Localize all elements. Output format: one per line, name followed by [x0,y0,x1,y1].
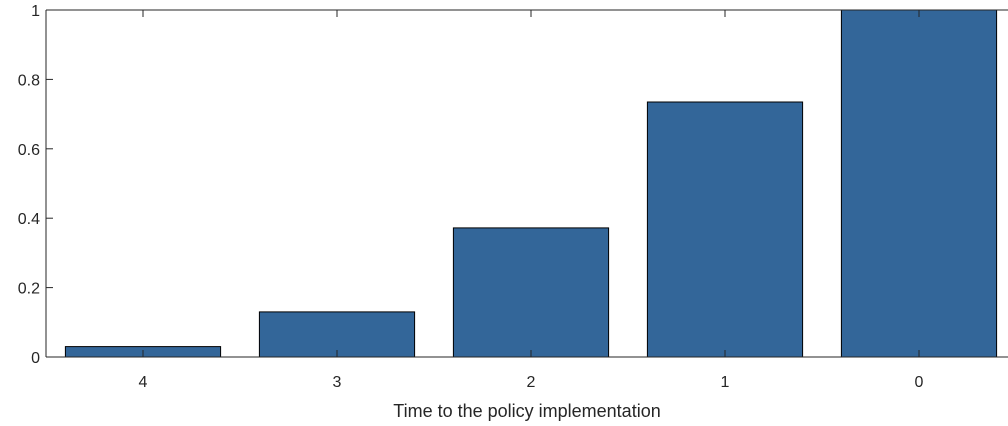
x-tick-label: 0 [915,374,924,391]
y-tick-label: 0.4 [18,211,40,228]
x-ticks-group: 4 3 2 1 0 [139,10,924,391]
y-tick-label: 0.2 [18,281,40,298]
y-tick-label: 0.6 [18,142,40,159]
y-tick-label: 1 [31,3,40,20]
x-axis-title: Time to the policy implementation [393,401,660,421]
y-ticks-group: 0 0.2 0.4 0.6 0.8 1 [18,3,53,367]
bar-3 [258,311,416,358]
x-tick-label: 1 [721,374,730,391]
bar-2 [452,227,610,358]
bar-0 [840,9,998,358]
y-tick-label: 0 [31,350,40,367]
bar-1 [646,101,804,358]
x-tick-label: 3 [333,374,342,391]
x-tick-label: 4 [139,374,148,391]
y-tick-label: 0.8 [18,72,40,89]
bars-group [64,9,998,358]
x-tick-label: 2 [527,374,536,391]
